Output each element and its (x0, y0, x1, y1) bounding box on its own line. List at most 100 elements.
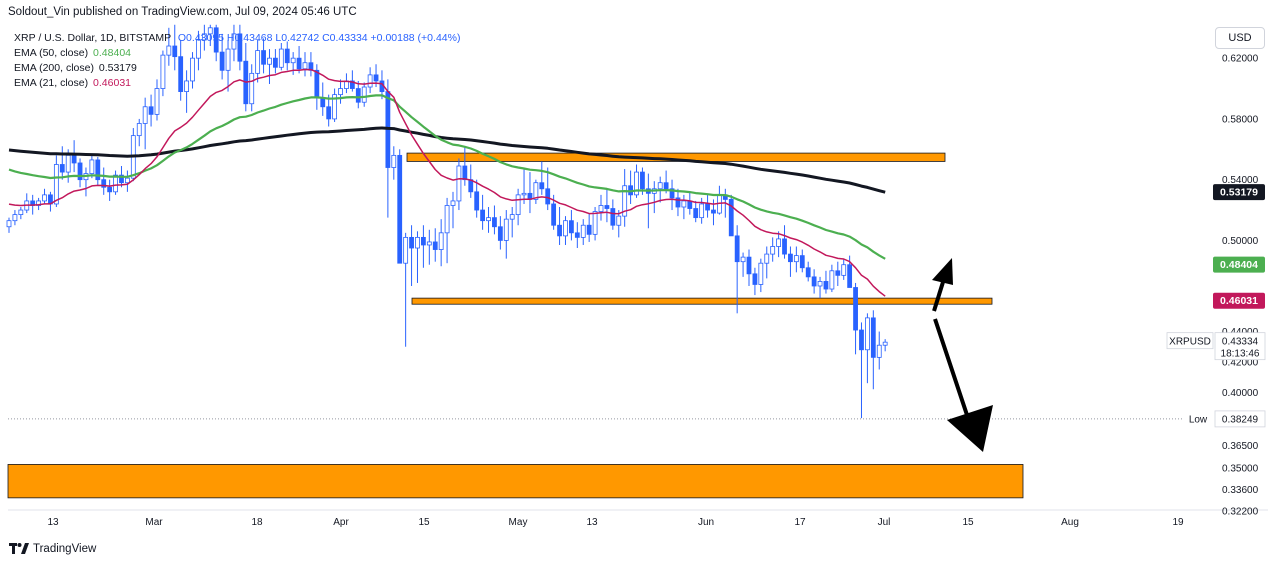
candle-body-45 (272, 57, 278, 68)
candle-body-117 (699, 203, 705, 219)
candle-body-19 (119, 174, 124, 184)
candle-body-6 (42, 194, 47, 202)
candle-body-96 (574, 232, 580, 238)
legend-ema50[interactable]: EMA (50, close) 0.48404 (14, 46, 460, 61)
candle-body-97 (580, 224, 586, 238)
candle-body-35 (213, 27, 219, 53)
x-tick-8: 17 (794, 517, 806, 528)
candle-body-81 (486, 217, 491, 222)
candle-body-146 (870, 317, 876, 358)
ema21-value: 0.46031 (93, 77, 132, 89)
y-tick-1: 0.58000 (1222, 114, 1259, 125)
candle-body-113 (675, 197, 681, 208)
candle-body-18 (113, 174, 118, 193)
candle-body-103 (616, 215, 622, 226)
ema21-line (8, 68, 886, 297)
candle-body-79 (474, 191, 480, 211)
candle-body-2 (18, 209, 24, 216)
publish-info: Soldout_Vin published on TradingView.com… (8, 6, 357, 18)
candle-body-22 (136, 123, 142, 137)
candle-body-49 (296, 57, 302, 70)
candle-body-65 (391, 154, 397, 168)
candle-body-137 (817, 281, 823, 287)
x-tick-6: 13 (586, 517, 598, 528)
arrow-down-shaft (933, 318, 970, 419)
candle-body-33 (201, 33, 207, 41)
candle-body-100 (598, 205, 604, 212)
candle-body-144 (859, 329, 864, 351)
tradingview-logo[interactable]: TradingView (9, 543, 96, 555)
candle-body-127 (758, 262, 764, 285)
candle-body-112 (669, 188, 675, 199)
ema200-label: EMA (200, close) (14, 62, 94, 74)
candle-body-34 (207, 27, 213, 35)
candle-body-55 (332, 94, 338, 120)
candle-body-46 (278, 48, 284, 68)
arrow-up-shaft (932, 281, 945, 312)
current-price-tag-bg (1214, 332, 1266, 361)
candle-body-60 (361, 86, 367, 103)
price-tag-bg-2 (1213, 292, 1265, 309)
candle-body-44 (267, 57, 272, 65)
ema200-value: 0.53179 (98, 62, 137, 74)
candle-body-111 (663, 182, 669, 190)
legend-ema21[interactable]: EMA (21, close) 0.46031 (14, 76, 460, 91)
y-tick-9: 0.36500 (1222, 441, 1259, 452)
candle-body-134 (799, 255, 805, 269)
time-axis[interactable]: 13 Mar 18 Apr 15 May 13 Jun 17 Jul 15 Aug 19 (47, 517, 1184, 528)
candle-body-89 (533, 182, 539, 200)
legend-ema200[interactable]: EMA (200, close) 0.53179 (14, 61, 460, 76)
current-price-text: 0.43334 (1222, 337, 1259, 348)
candle-body-84 (503, 218, 509, 241)
x-tick-7: Jun (698, 517, 714, 528)
candle-body-128 (764, 253, 770, 264)
candle-body-141 (841, 264, 847, 276)
candle-body-139 (829, 270, 835, 290)
candle-body-62 (373, 74, 379, 82)
candle-body-29 (178, 56, 184, 92)
candle-body-42 (255, 50, 261, 74)
price-axis[interactable]: 0.620000.580000.540000.500000.460000.440… (1222, 54, 1259, 518)
low-tag-bg (1183, 410, 1213, 427)
candle-body-130 (776, 238, 781, 247)
ema-lines (8, 68, 886, 297)
candle-body-74 (444, 205, 450, 234)
price-tag-bg-0 (1213, 184, 1265, 201)
candle-body-142 (847, 264, 853, 288)
candle-body-87 (521, 192, 527, 196)
candle-body-95 (569, 220, 574, 234)
y-tick-2: 0.54000 (1222, 175, 1259, 186)
candle-body-82 (492, 217, 497, 228)
candle-body-12 (77, 162, 83, 181)
candle-body-14 (89, 159, 95, 174)
candle-body-101 (604, 205, 610, 209)
currency-button[interactable]: USD (1215, 27, 1265, 49)
candle-body-145 (865, 317, 870, 351)
candle-body-38 (231, 33, 237, 50)
candle-body-93 (557, 224, 562, 237)
candle-body-106 (634, 171, 639, 196)
candle-body-83 (497, 226, 503, 241)
candle-body-94 (563, 220, 568, 237)
candle-body-23 (142, 106, 148, 124)
legend-symbol-row[interactable]: XRP / U.S. Dollar, 1D, BITSTAMP O0.43095… (14, 31, 460, 46)
candle-body-104 (622, 185, 628, 217)
candle-body-138 (823, 281, 829, 290)
candle-body-37 (225, 48, 231, 71)
candle-body-30 (184, 80, 190, 92)
candle-body-68 (409, 236, 414, 249)
candle-body-24 (148, 106, 154, 115)
candle-body-17 (107, 186, 113, 193)
candle-body-41 (249, 72, 255, 105)
candle-body-125 (746, 256, 752, 275)
candle-body-67 (403, 236, 409, 264)
tradingview-logo-icon (9, 543, 29, 554)
candle-body-147 (876, 344, 882, 358)
candle-body-131 (782, 238, 787, 255)
y-tick-12: 0.32200 (1222, 506, 1259, 517)
candle-body-90 (539, 182, 545, 190)
chart-legend: XRP / U.S. Dollar, 1D, BITSTAMP O0.43095… (14, 31, 460, 91)
x-tick-1: Mar (145, 517, 163, 528)
candle-body-140 (835, 270, 841, 276)
